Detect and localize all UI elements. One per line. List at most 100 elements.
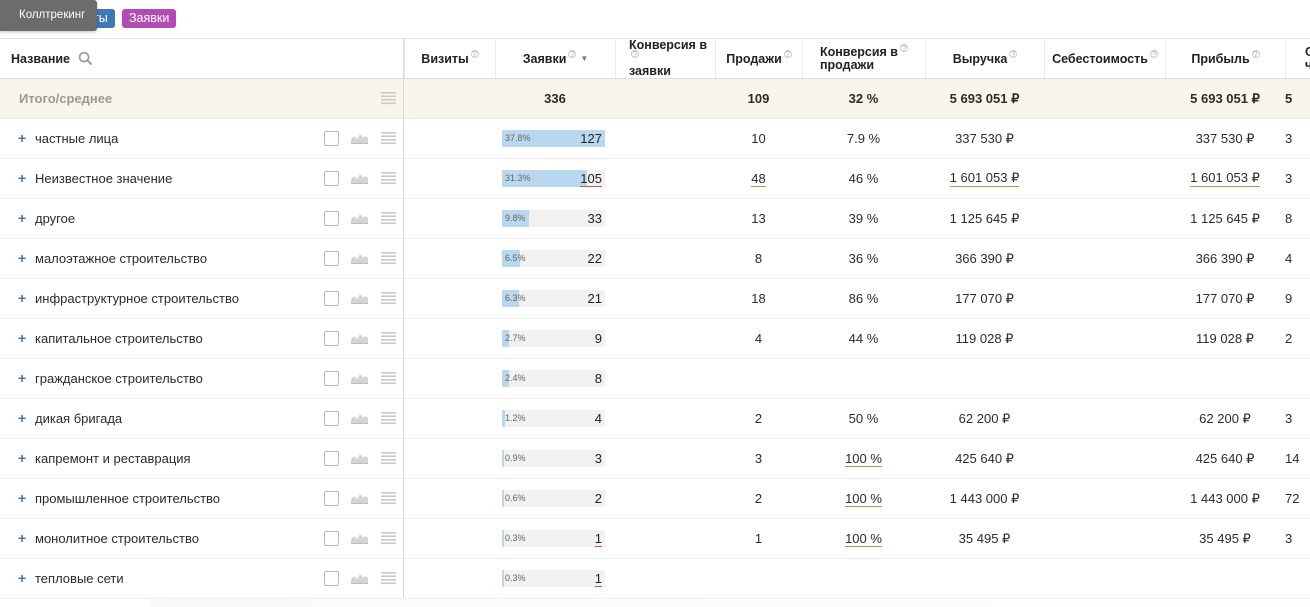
row-leads[interactable]: 22 xyxy=(587,251,602,266)
question-circle-icon[interactable]: ? xyxy=(783,49,792,59)
table-row[interactable]: + капремонт и реставрация 0.9% 3 xyxy=(0,439,1310,479)
expand-plus-icon[interactable]: + xyxy=(18,290,27,306)
row-checkbox[interactable] xyxy=(324,371,339,386)
table-row[interactable]: + промышленное строительство 0.6% 2 xyxy=(0,479,1310,519)
area-chart-icon[interactable] xyxy=(351,132,368,144)
col-name-header[interactable]: Название xyxy=(0,39,404,78)
list-icon[interactable] xyxy=(381,131,396,145)
row-leads[interactable]: 9 xyxy=(594,331,602,346)
row-leads[interactable]: 2 xyxy=(594,491,602,506)
list-icon[interactable] xyxy=(381,91,396,105)
col-revenue-header[interactable]: Выручка? xyxy=(925,39,1044,78)
expand-plus-icon[interactable]: + xyxy=(18,130,27,146)
row-sales[interactable]: 4 xyxy=(754,331,763,346)
col-extra-header[interactable]: С ч xyxy=(1285,39,1310,78)
col-visits-header[interactable]: Визиты? xyxy=(404,39,495,78)
row-checkbox[interactable] xyxy=(324,251,339,266)
row-leads[interactable]: 4 xyxy=(594,411,602,426)
row-leads[interactable]: 105 xyxy=(580,171,602,187)
tag-leads[interactable]: Заявки xyxy=(122,9,177,28)
row-leads[interactable]: 127 xyxy=(580,131,602,146)
area-chart-icon[interactable] xyxy=(351,172,368,184)
list-icon[interactable] xyxy=(381,531,396,545)
col-cost-header[interactable]: Себестоимость? xyxy=(1044,39,1165,78)
row-leads[interactable]: 8 xyxy=(594,371,602,386)
row-sales[interactable]: 1 xyxy=(754,531,763,546)
row-leads[interactable]: 3 xyxy=(594,451,602,466)
area-chart-icon[interactable] xyxy=(351,332,368,344)
list-icon[interactable] xyxy=(381,491,396,505)
question-circle-icon[interactable]: ? xyxy=(470,49,479,59)
list-icon[interactable] xyxy=(381,171,396,185)
expand-plus-icon[interactable]: + xyxy=(18,570,27,586)
search-icon[interactable] xyxy=(78,51,93,66)
row-checkbox[interactable] xyxy=(324,211,339,226)
table-row[interactable]: + монолитное строительство 0.3% 1 xyxy=(0,519,1310,559)
area-chart-icon[interactable] xyxy=(351,572,368,584)
table-row[interactable]: + капитальное строительство 2.7% 9 xyxy=(0,319,1310,359)
row-sales[interactable]: 10 xyxy=(751,131,766,146)
col-leads-header[interactable]: Заявки? ▼ xyxy=(495,39,615,78)
row-checkbox[interactable] xyxy=(324,291,339,306)
table-row[interactable]: + инфраструктурное строительство 6.3% 21 xyxy=(0,279,1310,319)
row-checkbox[interactable] xyxy=(324,131,339,146)
row-sales[interactable]: 13 xyxy=(751,211,766,226)
question-circle-icon[interactable]: ? xyxy=(1009,49,1018,59)
list-icon[interactable] xyxy=(381,331,396,345)
area-chart-icon[interactable] xyxy=(351,372,368,384)
table-row[interactable]: + частные лица 37.8% 127 10 xyxy=(0,119,1310,159)
expand-plus-icon[interactable]: + xyxy=(18,330,27,346)
expand-plus-icon[interactable]: + xyxy=(18,530,27,546)
list-icon[interactable] xyxy=(381,291,396,305)
row-checkbox[interactable] xyxy=(324,171,339,186)
row-checkbox[interactable] xyxy=(324,531,339,546)
sort-desc-icon[interactable]: ▼ xyxy=(580,54,589,63)
list-icon[interactable] xyxy=(381,371,396,385)
table-row[interactable]: + дикая бригада 1.2% 4 2 xyxy=(0,399,1310,439)
expand-plus-icon[interactable]: + xyxy=(18,250,27,266)
row-sales[interactable]: 2 xyxy=(754,411,763,426)
col-conv-leads-header[interactable]: Конверсия в? заявки xyxy=(615,39,715,78)
col-conv-sales-header[interactable]: Конверсия в? продажи xyxy=(802,39,925,78)
expand-plus-icon[interactable]: + xyxy=(18,410,27,426)
question-circle-icon[interactable]: ? xyxy=(568,49,577,59)
area-chart-icon[interactable] xyxy=(351,212,368,224)
row-checkbox[interactable] xyxy=(324,411,339,426)
area-chart-icon[interactable] xyxy=(351,452,368,464)
area-chart-icon[interactable] xyxy=(351,412,368,424)
row-sales[interactable]: 3 xyxy=(754,451,763,466)
area-chart-icon[interactable] xyxy=(351,532,368,544)
question-circle-icon[interactable]: ? xyxy=(1251,49,1260,59)
row-leads[interactable]: 33 xyxy=(587,211,602,226)
list-icon[interactable] xyxy=(381,571,396,585)
row-checkbox[interactable] xyxy=(324,331,339,346)
row-leads[interactable]: 21 xyxy=(587,291,602,306)
row-sales[interactable]: 2 xyxy=(754,491,763,506)
area-chart-icon[interactable] xyxy=(351,492,368,504)
expand-plus-icon[interactable]: + xyxy=(18,370,27,386)
expand-plus-icon[interactable]: + xyxy=(18,210,27,226)
list-icon[interactable] xyxy=(381,411,396,425)
row-checkbox[interactable] xyxy=(324,491,339,506)
list-icon[interactable] xyxy=(381,251,396,265)
list-icon[interactable] xyxy=(381,211,396,225)
row-leads[interactable]: 1 xyxy=(594,531,602,547)
col-sales-header[interactable]: Продажи? xyxy=(715,39,802,78)
col-profit-header[interactable]: Прибыль? xyxy=(1165,39,1285,78)
table-row[interactable]: + гражданское строительство 2.4% 8 xyxy=(0,359,1310,399)
expand-plus-icon[interactable]: + xyxy=(18,450,27,466)
table-row[interactable]: + малоэтажное строительство 6.5% 22 xyxy=(0,239,1310,279)
row-sales[interactable]: 18 xyxy=(751,291,766,306)
row-sales[interactable]: 8 xyxy=(754,251,763,266)
expand-plus-icon[interactable]: + xyxy=(18,490,27,506)
area-chart-icon[interactable] xyxy=(351,252,368,264)
row-sales[interactable]: 48 xyxy=(751,170,766,187)
list-icon[interactable] xyxy=(381,451,396,465)
row-checkbox[interactable] xyxy=(324,451,339,466)
row-leads[interactable]: 1 xyxy=(594,571,602,587)
table-row[interactable]: + другое 9.8% 33 13 3 xyxy=(0,199,1310,239)
area-chart-icon[interactable] xyxy=(351,292,368,304)
table-row[interactable]: + Неизвестное значение 31.3% 105 xyxy=(0,159,1310,199)
expand-plus-icon[interactable]: + xyxy=(18,170,27,186)
row-checkbox[interactable] xyxy=(324,571,339,586)
